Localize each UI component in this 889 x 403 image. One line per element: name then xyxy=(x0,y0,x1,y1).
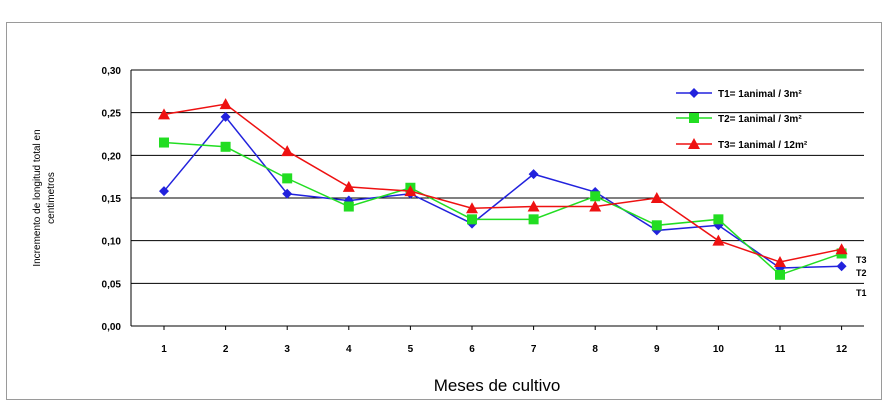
series-3 xyxy=(158,98,848,267)
y-tick-label: 0,15 xyxy=(102,194,122,205)
legend-marker xyxy=(689,88,699,98)
legend-label: T1= 1animal / 3m² xyxy=(718,89,802,100)
x-tick-labels: 1 2 3 4 5 6 7 8 9 10 11 12 xyxy=(161,344,847,355)
series-2-point xyxy=(282,173,293,184)
series-2-point xyxy=(528,214,539,225)
legend-entry-2: T2= 1animal / 3m² xyxy=(676,113,802,125)
series-3-point xyxy=(281,145,294,157)
x-tick-label: 9 xyxy=(654,344,660,355)
series-3-point xyxy=(774,256,786,267)
x-tick-label: 4 xyxy=(346,344,352,355)
series-2-point xyxy=(343,201,354,212)
end-label-2: T2 xyxy=(856,268,867,278)
series-3-point xyxy=(712,234,725,246)
end-label-3: T3 xyxy=(856,255,867,265)
x-tick-label: 6 xyxy=(469,344,475,355)
series-3-point xyxy=(219,98,232,110)
series-2 xyxy=(159,137,847,280)
x-axis-label: Meses de cultivo xyxy=(434,376,561,395)
series-2-point xyxy=(159,137,169,148)
x-tick-label: 5 xyxy=(408,344,414,355)
x-tick-label: 8 xyxy=(592,344,598,355)
x-tick-label: 2 xyxy=(223,344,229,355)
legend-label: T2= 1animal / 3m² xyxy=(718,114,802,125)
series-2-point xyxy=(775,269,785,280)
series-end-labels: T1 T2 T3 xyxy=(856,255,867,298)
legend-entry-3: T3= 1animal / 12m² xyxy=(676,138,808,151)
series-1-point xyxy=(220,111,231,122)
legend-label: T3= 1animal / 12m² xyxy=(718,140,808,151)
y-tick-label: 0,30 xyxy=(102,66,122,77)
series-1-point xyxy=(528,169,539,180)
series-2-line xyxy=(163,141,842,276)
series-3-point xyxy=(466,202,478,214)
series-3-point xyxy=(158,108,170,120)
x-tick-label: 7 xyxy=(531,344,537,355)
legend-entry-1: T1= 1animal / 3m² xyxy=(676,88,802,100)
series-3-point xyxy=(342,180,355,192)
series-3-point xyxy=(527,200,540,212)
series-3-point xyxy=(404,185,417,197)
x-tick-label: 11 xyxy=(775,344,786,355)
y-tick-label: 0,00 xyxy=(102,322,122,333)
y-tick-labels: 0,00 0,05 0,10 0,15 0,20 0,25 0,30 xyxy=(102,66,122,333)
series-3-point xyxy=(650,192,663,203)
chart-frame xyxy=(6,22,882,400)
end-label-1: T1 xyxy=(856,288,867,298)
axes xyxy=(130,70,864,330)
series-3-point xyxy=(589,200,602,212)
series-1-point xyxy=(282,188,293,199)
series-2-point xyxy=(590,191,601,202)
series-3-point xyxy=(835,243,848,255)
y-axis-label-line-1: Incremento de longitud total en xyxy=(32,129,43,266)
y-axis-label-line-2: centimetros xyxy=(46,172,57,224)
y-tick-label: 0,05 xyxy=(102,279,122,290)
legend-marker xyxy=(689,113,699,123)
series-1-point xyxy=(159,186,169,197)
x-tick-label: 3 xyxy=(284,344,290,355)
series-2-point xyxy=(220,141,231,152)
x-tick-label: 12 xyxy=(836,344,848,355)
legend: T1= 1animal / 3m² T2= 1animal / 3m² T3= 1a… xyxy=(676,88,808,151)
series-3-line xyxy=(163,103,842,263)
series-1-point xyxy=(836,261,847,272)
x-tick-label: 1 xyxy=(161,344,167,355)
series-group xyxy=(158,98,848,280)
series-2-point xyxy=(467,214,477,225)
y-tick-label: 0,25 xyxy=(102,109,122,120)
series-1-line xyxy=(163,115,842,269)
x-tick-label: 10 xyxy=(713,344,725,355)
y-tick-label: 0,10 xyxy=(102,237,122,248)
series-2-point xyxy=(651,220,662,231)
series-2-point xyxy=(713,214,724,225)
legend-marker xyxy=(688,138,700,149)
y-tick-label: 0,20 xyxy=(102,151,122,162)
